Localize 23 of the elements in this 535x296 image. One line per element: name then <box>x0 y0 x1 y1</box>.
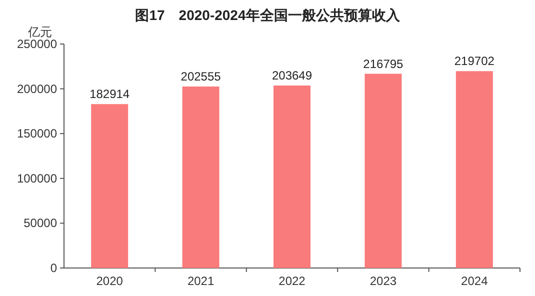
x-tick-label: 2020 <box>96 274 124 288</box>
y-tick-label: 0 <box>50 261 58 275</box>
y-axis-title: 亿元 <box>27 25 52 39</box>
y-tick-label: 100000 <box>16 171 58 186</box>
chart-title: 图17 2020-2024年全国一般公共预算收入 <box>135 7 401 23</box>
x-tick-label: 2021 <box>187 274 214 288</box>
y-tick-label: 200000 <box>16 82 58 96</box>
bar <box>91 104 128 268</box>
bar <box>274 86 310 268</box>
data-label: 182914 <box>90 87 130 102</box>
x-tick-label: 2022 <box>278 274 306 288</box>
x-tick-label: 2024 <box>461 274 488 288</box>
bar <box>456 71 493 268</box>
data-label: 202555 <box>180 70 222 84</box>
data-label: 203649 <box>272 68 312 83</box>
y-tick-label: 150000 <box>16 126 58 141</box>
bar <box>364 74 402 268</box>
data-label: 216795 <box>363 56 404 71</box>
x-tick-label: 2023 <box>370 274 397 288</box>
y-tick-label: 50000 <box>24 216 58 230</box>
data-label: 219702 <box>454 54 495 68</box>
y-tick-label: 250000 <box>16 37 58 51</box>
bar <box>182 86 220 268</box>
